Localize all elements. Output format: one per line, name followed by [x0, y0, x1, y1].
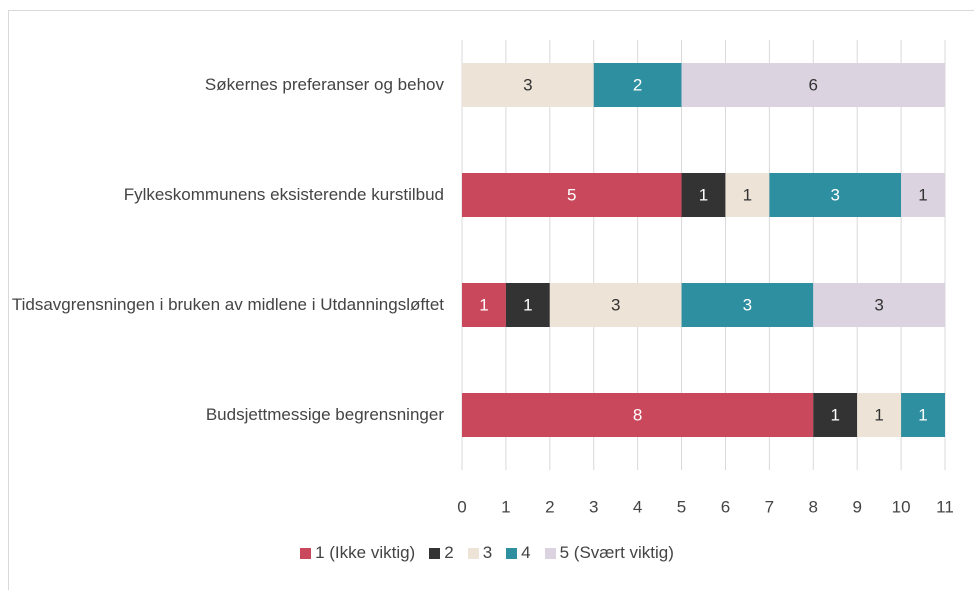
data-label: 3 [874, 295, 883, 314]
x-tick-label: 8 [809, 497, 818, 516]
bar-segment [901, 173, 945, 217]
bar-segment [813, 393, 858, 437]
data-label: 3 [611, 295, 620, 314]
data-label: 5 [567, 185, 576, 204]
bar-segment [462, 283, 506, 327]
data-label: 1 [918, 405, 927, 424]
legend-item: 5 (Svært viktig) [544, 543, 674, 563]
bar-segment [901, 393, 945, 437]
bar-segment [681, 283, 814, 327]
legend-label: 4 [521, 543, 531, 562]
x-tick-label: 5 [677, 497, 686, 516]
bar-segment [462, 63, 594, 107]
category-label: Budsjettmessige begrensninger [205, 405, 444, 424]
bar-segment [462, 393, 814, 437]
bar-segment [725, 173, 770, 217]
chart-frame [8, 10, 974, 590]
legend-label: 3 [482, 543, 493, 562]
bar-segment [505, 283, 550, 327]
x-tick-label: 10 [892, 497, 911, 516]
data-label: 1 [874, 405, 883, 424]
legend-item: 3 [467, 543, 493, 563]
data-label: 1 [743, 185, 752, 204]
legend-item: 1 (Ikke viktig) [300, 543, 415, 563]
bar-segment [593, 63, 682, 107]
x-tick-label: 11 [936, 497, 954, 516]
x-tick-label: 0 [457, 497, 466, 516]
bar-segment [813, 283, 945, 327]
legend: 1 (Ikke viktig) 2 3 4 5 (Svært viktig) [0, 543, 974, 563]
legend-swatch [544, 547, 556, 559]
legend-label: 1 (Ikke viktig) [315, 543, 416, 562]
legend-item: 4 [506, 543, 531, 563]
x-tick-label: 7 [765, 497, 774, 516]
legend-swatch [300, 547, 312, 559]
bar-segment [549, 283, 682, 327]
bar-segment [462, 173, 682, 217]
legend-swatch [467, 547, 479, 559]
category-label: Søkernes preferanser og behov [204, 75, 444, 94]
data-label: 8 [633, 405, 642, 424]
data-label: 6 [809, 75, 818, 94]
legend-label: 2 [444, 543, 454, 562]
bar-segment [769, 173, 902, 217]
bar-segment [681, 63, 945, 107]
category-label: Fylkeskommunens eksisterende kurstilbud [123, 185, 444, 204]
bar-segment [857, 393, 902, 437]
data-label: 2 [633, 75, 642, 94]
category-label: Tidsavgrensningen i bruken av midlene i … [11, 295, 444, 314]
data-label: 1 [523, 295, 532, 314]
bar-segment [681, 173, 726, 217]
legend-swatch [506, 547, 518, 559]
data-label: 3 [523, 75, 532, 94]
x-tick-label: 2 [545, 497, 554, 516]
legend-label: 5 (Svært viktig) [559, 543, 674, 562]
legend-item: 2 [429, 543, 454, 563]
data-label: 1 [479, 295, 488, 314]
x-tick-label: 9 [852, 497, 861, 516]
data-label: 3 [743, 295, 752, 314]
x-tick-label: 4 [633, 497, 642, 516]
data-label: 1 [830, 405, 839, 424]
x-tick-label: 1 [501, 497, 510, 516]
data-label: 1 [918, 185, 927, 204]
data-label: 1 [699, 185, 708, 204]
x-tick-label: 6 [721, 497, 730, 516]
data-label: 3 [830, 185, 839, 204]
legend-swatch [429, 547, 441, 559]
x-tick-label: 3 [589, 497, 598, 516]
